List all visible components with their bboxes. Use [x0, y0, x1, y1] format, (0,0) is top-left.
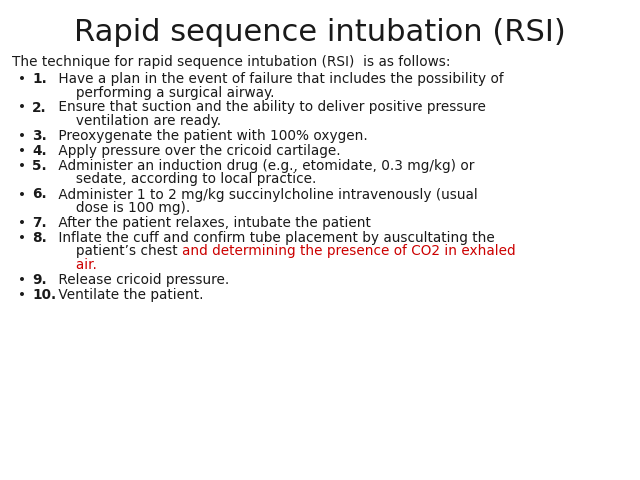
- Text: Apply pressure over the cricoid cartilage.: Apply pressure over the cricoid cartilag…: [54, 144, 340, 158]
- Text: patient’s chest: patient’s chest: [54, 244, 182, 259]
- Text: 9.: 9.: [32, 273, 47, 287]
- Text: •: •: [18, 129, 26, 143]
- Text: 1.: 1.: [32, 72, 47, 86]
- Text: Ventilate the patient.: Ventilate the patient.: [54, 288, 204, 302]
- Text: Ensure that suction and the ability to deliver positive pressure: Ensure that suction and the ability to d…: [54, 100, 486, 115]
- Text: •: •: [18, 100, 26, 115]
- Text: Preoxygenate the patient with 100% oxygen.: Preoxygenate the patient with 100% oxyge…: [54, 129, 368, 143]
- Text: •: •: [18, 231, 26, 245]
- Text: 8.: 8.: [32, 231, 47, 245]
- Text: The technique for rapid sequence intubation (RSI)  is as follows:: The technique for rapid sequence intubat…: [12, 55, 451, 69]
- Text: •: •: [18, 216, 26, 230]
- Text: and determining the presence of CO2 in exhaled: and determining the presence of CO2 in e…: [182, 244, 516, 259]
- Text: sedate, according to local practice.: sedate, according to local practice.: [54, 172, 316, 187]
- Text: Rapid sequence intubation (RSI): Rapid sequence intubation (RSI): [74, 18, 566, 47]
- Text: 10.: 10.: [32, 288, 56, 302]
- Text: 4.: 4.: [32, 144, 47, 158]
- Text: 3.: 3.: [32, 129, 47, 143]
- Text: Inflate the cuff and confirm tube placement by auscultating the: Inflate the cuff and confirm tube placem…: [54, 231, 495, 245]
- Text: dose is 100 mg).: dose is 100 mg).: [54, 201, 190, 215]
- Text: •: •: [18, 288, 26, 302]
- Text: performing a surgical airway.: performing a surgical airway.: [54, 85, 275, 99]
- Text: ventilation are ready.: ventilation are ready.: [54, 114, 221, 128]
- Text: •: •: [18, 144, 26, 158]
- Text: Administer 1 to 2 mg/kg succinylcholine intravenously (usual: Administer 1 to 2 mg/kg succinylcholine …: [54, 188, 477, 202]
- Text: 6.: 6.: [32, 188, 47, 202]
- Text: •: •: [18, 72, 26, 86]
- Text: air.: air.: [54, 258, 97, 272]
- Text: 2.: 2.: [32, 100, 47, 115]
- Text: 7.: 7.: [32, 216, 47, 230]
- Text: 5.: 5.: [32, 159, 47, 173]
- Text: Release cricoid pressure.: Release cricoid pressure.: [54, 273, 229, 287]
- Text: •: •: [18, 273, 26, 287]
- Text: Have a plan in the event of failure that includes the possibility of: Have a plan in the event of failure that…: [54, 72, 504, 86]
- Text: After the patient relaxes, intubate the patient: After the patient relaxes, intubate the …: [54, 216, 371, 230]
- Text: •: •: [18, 188, 26, 202]
- Text: Administer an induction drug (e.g., etomidate, 0.3 mg/kg) or: Administer an induction drug (e.g., etom…: [54, 159, 474, 173]
- Text: •: •: [18, 159, 26, 173]
